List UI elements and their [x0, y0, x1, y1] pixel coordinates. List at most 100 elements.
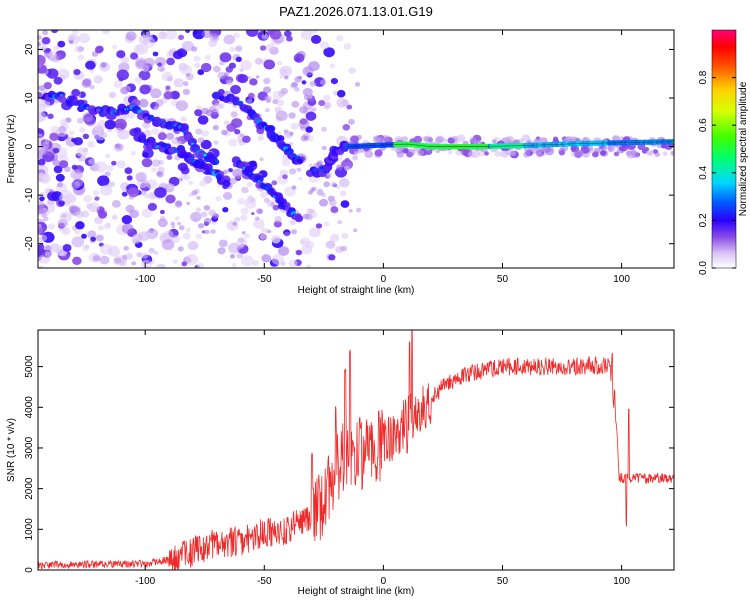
spectrogram-cell	[196, 262, 204, 268]
spectrogram-cell	[348, 118, 355, 125]
spectrogram-cell	[500, 150, 510, 158]
spectrogram-cell	[187, 241, 199, 251]
spectrogram-y-label: Frequency (Hz)	[6, 115, 17, 184]
spectrogram-cell	[558, 148, 566, 155]
spectrogram-cell	[134, 76, 143, 84]
spectrogram-cell	[55, 173, 65, 182]
spectrogram-cell	[172, 259, 178, 264]
spectrogram-cell	[197, 115, 209, 125]
spectrogram-cell	[135, 172, 147, 182]
spectrogram-cell	[239, 133, 244, 138]
spectrogram-x-ticks: -100 -50 0 50 100	[135, 30, 630, 285]
spectrogram-cell	[301, 80, 307, 85]
spectrogram-cell	[200, 139, 212, 150]
spectrogram-cell	[93, 123, 104, 132]
spectrogram-cell	[201, 230, 206, 234]
x-tick-label: 50	[497, 576, 509, 587]
spectrogram-cell	[74, 228, 81, 235]
spectrogram-cell	[424, 136, 434, 145]
spectrogram-cell	[93, 75, 103, 84]
spectrogram-cell	[99, 62, 111, 72]
spectrogram-cell	[73, 137, 83, 146]
spectrogram-cell	[323, 47, 335, 58]
spectrogram-cell	[654, 152, 661, 158]
spectrogram-cell	[200, 62, 212, 73]
spectrogram-cell	[280, 87, 289, 95]
spectrogram-cell	[261, 254, 272, 263]
spectrogram-cell	[257, 135, 264, 141]
spectrogram-cell	[142, 152, 149, 158]
spectrogram-cell	[290, 122, 299, 130]
spectrogram-cell	[84, 244, 90, 249]
spectrogram-cell	[300, 135, 308, 142]
spectrogram-cell	[180, 125, 189, 133]
spectrogram-cell	[252, 260, 259, 267]
snr-frame	[37, 329, 675, 571]
spectrogram-cell	[71, 236, 85, 248]
spectrogram-cell	[73, 69, 81, 76]
spectrogram-cell	[90, 236, 97, 242]
spectrogram-cell	[172, 50, 184, 60]
spectrogram-cell	[602, 146, 608, 151]
spectrogram-cell	[215, 195, 222, 202]
spectrogram-cell	[72, 30, 79, 35]
spectrogram-cell	[71, 164, 78, 170]
spectrogram-cell	[217, 247, 226, 255]
colorbar-tick-label: 0.4	[698, 165, 709, 179]
spectrogram-cell	[38, 91, 43, 99]
spectrogram-cell	[264, 95, 272, 102]
spectrogram-cell	[545, 147, 554, 156]
spectrogram-cell	[255, 75, 260, 79]
spectrogram-cell	[235, 56, 242, 62]
spectrogram-cell	[484, 151, 489, 156]
spectrogram-cell	[121, 191, 128, 197]
spectrogram-cell	[127, 112, 135, 119]
spectrogram-cell	[222, 179, 230, 186]
spectrogram-cell	[47, 191, 59, 202]
snr-y-ticks: 0 1000 2000 3000 4000 5000	[24, 355, 674, 573]
spectrogram-cell	[195, 207, 202, 213]
spectrogram-cell	[228, 242, 241, 254]
spectrogram-cell	[194, 62, 201, 68]
spectrogram-cell	[158, 264, 166, 268]
spectrogram-cell	[112, 214, 118, 220]
spectrogram-cell	[291, 100, 300, 108]
spectrogram-cell	[177, 162, 188, 172]
spectrogram-cell	[182, 232, 191, 240]
spectrogram-cell	[340, 190, 347, 196]
spectrogram-cell	[147, 202, 157, 211]
spectrogram-y-ticks: -20 -10 0 10 20	[24, 43, 674, 251]
spectrogram-cell	[353, 228, 358, 233]
spectrogram-cell	[94, 46, 103, 54]
spectrogram-cell	[125, 31, 137, 41]
spectrogram-cell	[240, 60, 252, 71]
colorbar-tick-label: 0.2	[698, 213, 709, 227]
spectrogram-cell	[143, 57, 155, 68]
spectrogram-cell	[223, 34, 235, 45]
spectrogram-cell	[169, 184, 175, 189]
spectrogram-cell	[125, 252, 133, 260]
spectrogram-cell	[118, 62, 130, 73]
spectrogram-cell	[231, 262, 237, 268]
spectrogram-cell	[612, 135, 620, 142]
spectrogram-cell	[299, 239, 307, 245]
spectrogram-cell	[353, 151, 360, 156]
spectrogram-cell	[297, 158, 303, 164]
spectrogram-cell	[186, 228, 191, 233]
spectrogram-cell	[246, 30, 259, 37]
spectrogram-cell	[321, 145, 327, 151]
spectrogram-cell	[234, 173, 242, 180]
x-tick-label: 0	[381, 274, 387, 285]
carrier-track-line	[347, 141, 674, 147]
spectrogram-cell	[82, 112, 94, 122]
spectrogram-cell	[185, 254, 199, 265]
spectrogram-cell	[274, 216, 283, 223]
spectrogram-cell	[319, 198, 328, 207]
spectrogram-cell	[154, 187, 167, 198]
spectrogram-cell	[160, 209, 165, 215]
spectrogram-cell	[135, 59, 147, 70]
spectrogram-cell	[248, 92, 255, 99]
spectrogram-cell	[88, 202, 100, 212]
spectrogram-cell	[136, 252, 143, 258]
spectrogram-cell	[191, 46, 198, 52]
